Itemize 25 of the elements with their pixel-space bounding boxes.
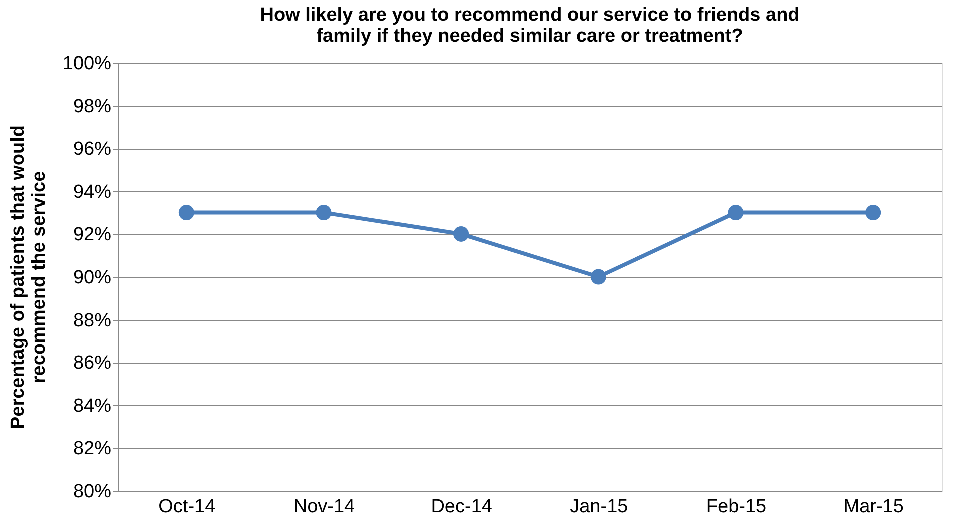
point: [178, 205, 194, 221]
point: [866, 205, 882, 221]
point: [316, 205, 332, 221]
x-tick-label: Oct-14: [158, 496, 216, 518]
y-tick-label: 92%: [73, 224, 112, 246]
x-tick-label: Mar-15: [844, 496, 904, 518]
y-tick-label: 96%: [73, 139, 112, 160]
y-tick-label: 90%: [73, 268, 112, 288]
x-tick-label: Dec-14: [431, 496, 493, 518]
y-tick-label: 88%: [73, 310, 112, 332]
y-tick-label: 100%: [62, 54, 112, 74]
chart-title: How likely are you to recommend our service to friends and family if they needed similar care or treatment?: [260, 5, 800, 47]
point: [454, 226, 470, 242]
y-axis-title: Percentage of patients that would recommend the service: [8, 125, 50, 430]
x-tick-label: Nov-14: [294, 496, 356, 518]
y-tick-label: 98%: [73, 96, 112, 118]
y-tick-label: 82%: [73, 438, 112, 460]
x-tick-label: Jan-15: [570, 496, 628, 518]
y-tick-label: 86%: [73, 353, 112, 374]
point: [728, 205, 744, 221]
y-tick-label: 80%: [73, 482, 112, 502]
point: [590, 269, 606, 285]
x-tick-label: Feb-15: [706, 496, 767, 518]
y-tick-label: 94%: [73, 182, 112, 203]
y-tick-label: 84%: [73, 396, 112, 417]
